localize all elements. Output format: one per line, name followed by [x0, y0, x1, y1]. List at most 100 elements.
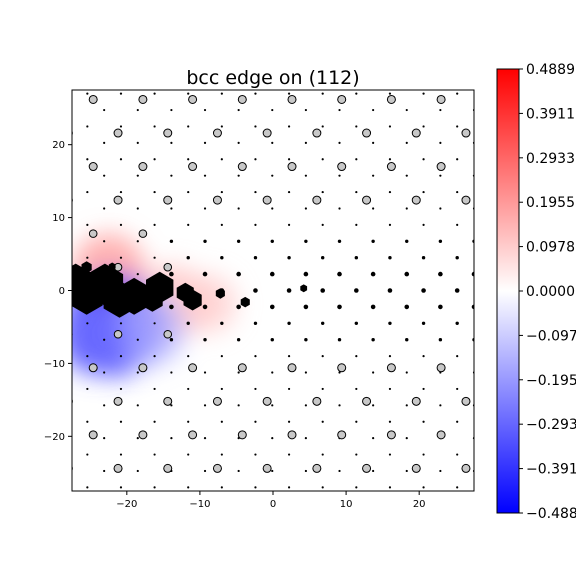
- small-atom-marker: [136, 272, 139, 276]
- lattice-atom-marker: [312, 195, 322, 205]
- dislocation-core-atom: [215, 288, 225, 299]
- small-atom-marker: [153, 355, 156, 358]
- small-atom-marker: [119, 190, 123, 194]
- small-atom-marker: [103, 174, 106, 177]
- small-atom-marker: [203, 174, 207, 177]
- small-atom-marker: [53, 158, 55, 160]
- small-atom-marker: [304, 404, 307, 407]
- lattice-atom-marker: [138, 229, 148, 238]
- small-atom-marker: [136, 371, 139, 374]
- small-atom-marker: [286, 288, 292, 293]
- small-atom-marker: [439, 404, 442, 407]
- lattice-atom-marker: [188, 162, 198, 172]
- small-atom-marker: [269, 304, 275, 310]
- small-atom-marker: [355, 190, 358, 194]
- small-atom-marker: [304, 437, 307, 440]
- lattice-atom-marker: [436, 162, 446, 172]
- small-atom-marker: [456, 420, 459, 423]
- small-atom-marker: [136, 437, 139, 440]
- small-atom-marker: [86, 190, 89, 194]
- lattice-atom-marker: [287, 94, 297, 104]
- small-atom-marker: [271, 437, 274, 440]
- small-atom-marker: [271, 108, 274, 112]
- small-atom-marker: [388, 255, 392, 260]
- lattice-atom-marker: [462, 531, 470, 539]
- small-atom-marker: [388, 420, 392, 423]
- lattice-atom-marker: [362, 463, 372, 473]
- small-atom-marker: [405, 108, 408, 112]
- lattice-atom-marker: [39, 95, 47, 103]
- small-atom-marker: [321, 420, 324, 423]
- x-tick-label: −10: [189, 499, 210, 510]
- small-atom-marker: [153, 322, 156, 325]
- small-atom-marker: [321, 387, 324, 391]
- lattice-atom-marker: [64, 62, 72, 70]
- small-atom-marker: [170, 404, 173, 407]
- small-atom-marker: [490, 60, 492, 62]
- small-atom-marker: [287, 223, 291, 226]
- small-atom-marker: [119, 322, 123, 325]
- lattice-atom-marker: [362, 396, 372, 406]
- small-atom-marker: [119, 420, 123, 423]
- lattice-atom-marker: [163, 262, 173, 272]
- lattice-atom-marker: [437, 498, 445, 506]
- small-atom-marker: [53, 224, 55, 226]
- small-atom-marker: [456, 387, 459, 391]
- circles-layer: [39, 62, 495, 539]
- small-atom-marker: [153, 125, 156, 128]
- small-atom-marker: [490, 93, 492, 95]
- small-atom-marker: [304, 338, 308, 342]
- lattice-atom-marker: [138, 430, 148, 440]
- small-atom-marker: [288, 60, 290, 62]
- small-atom-marker: [490, 322, 492, 324]
- small-atom-marker: [237, 207, 240, 210]
- lattice-atom-marker: [72, 465, 73, 472]
- small-atom-marker: [203, 108, 207, 112]
- lattice-atom-marker: [138, 162, 148, 172]
- lattice-atom-marker: [337, 94, 347, 104]
- small-atom-marker: [271, 404, 274, 407]
- small-atom-marker: [322, 60, 324, 62]
- small-atom-marker: [153, 453, 156, 456]
- small-atom-marker: [404, 271, 410, 277]
- small-atom-marker: [220, 420, 223, 423]
- small-atom-marker: [287, 420, 291, 423]
- small-atom-marker: [136, 141, 139, 144]
- small-atom-marker: [103, 141, 106, 144]
- small-atom-marker: [422, 92, 425, 95]
- lattice-atom-marker: [487, 431, 495, 439]
- small-atom-marker: [169, 338, 174, 342]
- small-atom-marker: [456, 190, 459, 194]
- small-atom-marker: [338, 469, 341, 473]
- small-atom-marker: [490, 289, 492, 291]
- dislocation-core-atom: [240, 296, 250, 308]
- small-atom-marker: [438, 304, 443, 310]
- colorbar: 0.4889 0.3911 0.2933 0.1955 0.0978 0.0000 −0.0…: [496, 62, 576, 522]
- lattice-atom-marker: [288, 498, 296, 506]
- small-atom-marker: [456, 92, 459, 95]
- small-atom-marker: [187, 355, 190, 358]
- lattice-atom-marker: [40, 230, 48, 238]
- lattice-atom-marker: [412, 531, 420, 539]
- small-atom-marker: [236, 304, 241, 310]
- lattice-atom-marker: [163, 128, 173, 138]
- small-atom-marker: [287, 355, 291, 358]
- small-atom-marker: [136, 240, 139, 243]
- small-atom-marker: [405, 437, 408, 440]
- small-atom-marker: [136, 338, 139, 341]
- y-tick-label: 10: [52, 213, 65, 224]
- lattice-atom-marker: [88, 162, 98, 172]
- small-atom-marker: [254, 453, 257, 456]
- small-atom-marker: [86, 125, 89, 128]
- small-atom-marker: [371, 338, 375, 342]
- small-atom-marker: [405, 141, 408, 144]
- dislocation-core-atom: [72, 277, 103, 315]
- small-atom-marker: [120, 519, 122, 521]
- small-atom-marker: [103, 76, 105, 78]
- small-atom-marker: [153, 519, 155, 521]
- small-atom-marker: [372, 108, 375, 112]
- small-atom-marker: [237, 371, 240, 374]
- lattice-atom-marker: [436, 430, 446, 440]
- small-atom-marker: [456, 355, 459, 358]
- small-atom-marker: [490, 224, 492, 226]
